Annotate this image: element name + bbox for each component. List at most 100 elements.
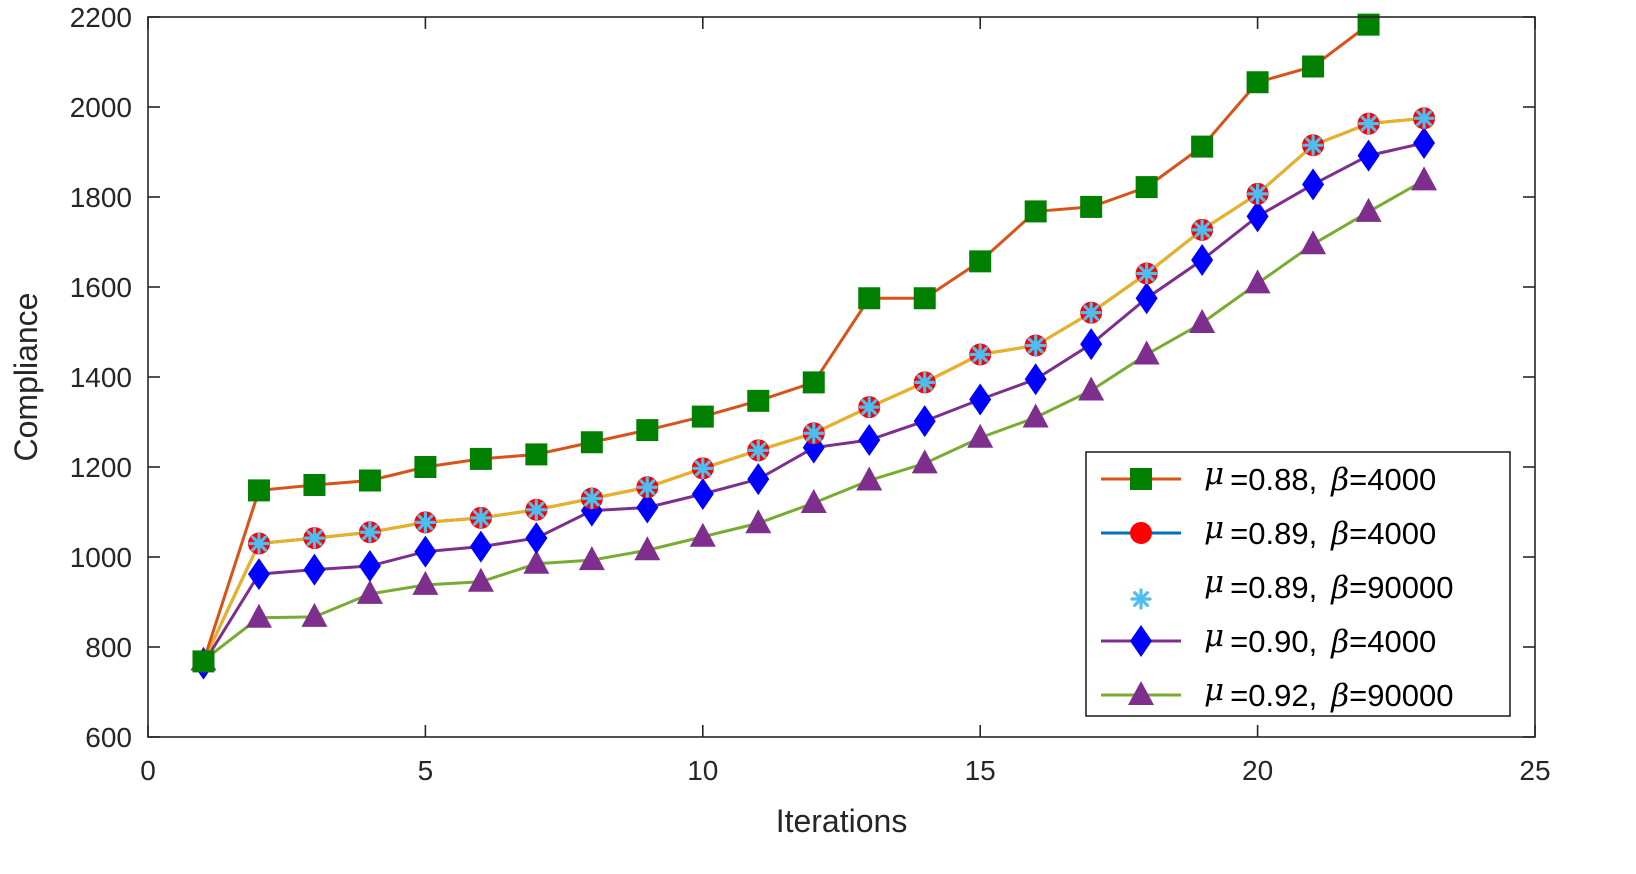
beta-symbol: β — [1330, 570, 1349, 606]
data-point — [747, 389, 770, 412]
y-tick-label: 2000 — [70, 92, 132, 123]
x-tick-label: 15 — [965, 755, 996, 786]
legend-label: μ =0.90, β=4000 — [1204, 618, 1436, 660]
data-point — [1413, 107, 1435, 129]
beta-value: =90000 — [1349, 678, 1453, 713]
legend-item: μ =0.88, β=4000 — [1101, 456, 1436, 498]
data-point — [1191, 135, 1214, 158]
data-point — [1246, 71, 1269, 94]
x-tick-label: 20 — [1242, 755, 1273, 786]
data-point — [969, 343, 991, 366]
data-point — [1246, 200, 1269, 233]
legend-label: μ =0.88, β=4000 — [1204, 456, 1436, 498]
beta-value: =90000 — [1349, 570, 1453, 605]
data-point — [1080, 195, 1103, 218]
data-point — [359, 521, 381, 543]
legend-item: μ =0.90, β=4000 — [1101, 618, 1436, 660]
x-tick-label: 5 — [418, 755, 434, 786]
beta-symbol: β — [1330, 678, 1349, 714]
data-point — [1024, 363, 1047, 396]
y-tick-label: 800 — [85, 632, 132, 663]
data-point — [580, 431, 603, 454]
data-point — [301, 602, 328, 627]
data-point — [1302, 134, 1324, 156]
data-point — [358, 550, 381, 582]
data-point — [470, 507, 492, 529]
data-point — [356, 579, 383, 604]
data-point — [969, 383, 992, 416]
data-point — [914, 371, 936, 393]
ticks-layer: 0 5 10 15 20 25 600 800 1000 1200 1400 1600 1800 2000… — [70, 2, 1551, 786]
data-point — [303, 553, 326, 586]
data-point — [1302, 55, 1325, 78]
data-point — [578, 546, 605, 571]
x-tick-label: 10 — [687, 755, 718, 786]
legend-marker — [1130, 625, 1152, 657]
series-line — [202, 23, 1370, 662]
data-point — [1355, 197, 1382, 222]
legend-marker — [1128, 681, 1154, 705]
data-point — [634, 536, 661, 561]
data-point — [247, 558, 270, 591]
data-point — [245, 603, 272, 628]
data-point — [636, 491, 659, 524]
series-0 — [202, 23, 1370, 662]
mu-symbol: μ — [1204, 510, 1224, 546]
y-tick-label: 600 — [85, 722, 132, 753]
data-point — [856, 466, 883, 491]
data-point — [913, 287, 936, 310]
beta-symbol: β — [1330, 516, 1349, 552]
mu-value: =0.89, — [1230, 570, 1317, 605]
data-point — [1024, 200, 1047, 223]
data-point — [1357, 13, 1380, 36]
x-tick-label: 25 — [1519, 755, 1550, 786]
data-point — [523, 549, 550, 574]
data-point — [303, 474, 326, 496]
beta-symbol: β — [1330, 462, 1349, 498]
legend-item: μ =0.89, β=4000 — [1101, 510, 1436, 552]
beta-value: =4000 — [1349, 462, 1436, 497]
mu-symbol: μ — [1204, 564, 1224, 600]
data-point — [803, 422, 825, 444]
legend-marker — [1130, 468, 1152, 490]
data-point — [689, 522, 716, 547]
data-point — [1080, 328, 1103, 361]
data-point — [1078, 376, 1105, 401]
data-point — [747, 463, 770, 496]
data-point — [1411, 166, 1438, 191]
data-point — [691, 405, 714, 428]
data-point — [581, 487, 603, 510]
mu-value: =0.89, — [1230, 516, 1317, 551]
data-point — [1189, 309, 1216, 333]
y-tick-label: 2200 — [70, 2, 132, 33]
data-point — [412, 570, 439, 595]
data-point — [1191, 244, 1214, 276]
mu-symbol: μ — [1204, 672, 1224, 708]
series-markers-2 — [192, 107, 1435, 673]
data-point — [303, 527, 326, 549]
data-point — [1413, 127, 1436, 159]
data-point — [1025, 334, 1047, 357]
y-tick-label: 1600 — [70, 272, 132, 303]
series-markers-3 — [192, 127, 1436, 680]
data-point — [1357, 113, 1380, 135]
legend-box — [1085, 451, 1511, 717]
data-point — [858, 424, 881, 456]
data-point — [911, 449, 938, 474]
data-point — [1357, 139, 1380, 172]
mu-value: =0.92, — [1230, 678, 1317, 713]
legend-label: μ =0.89, β=4000 — [1204, 510, 1436, 552]
y-tick-label: 1200 — [70, 452, 132, 483]
mu-symbol: μ — [1204, 456, 1224, 492]
data-point — [1244, 269, 1271, 294]
data-point — [1302, 168, 1325, 201]
mu-symbol: μ — [1204, 618, 1224, 654]
data-point — [525, 499, 547, 521]
data-point — [247, 479, 270, 502]
beta-symbol: β — [1330, 624, 1349, 660]
beta-value: =4000 — [1349, 516, 1436, 551]
data-point — [1246, 183, 1269, 205]
data-point — [525, 443, 548, 466]
